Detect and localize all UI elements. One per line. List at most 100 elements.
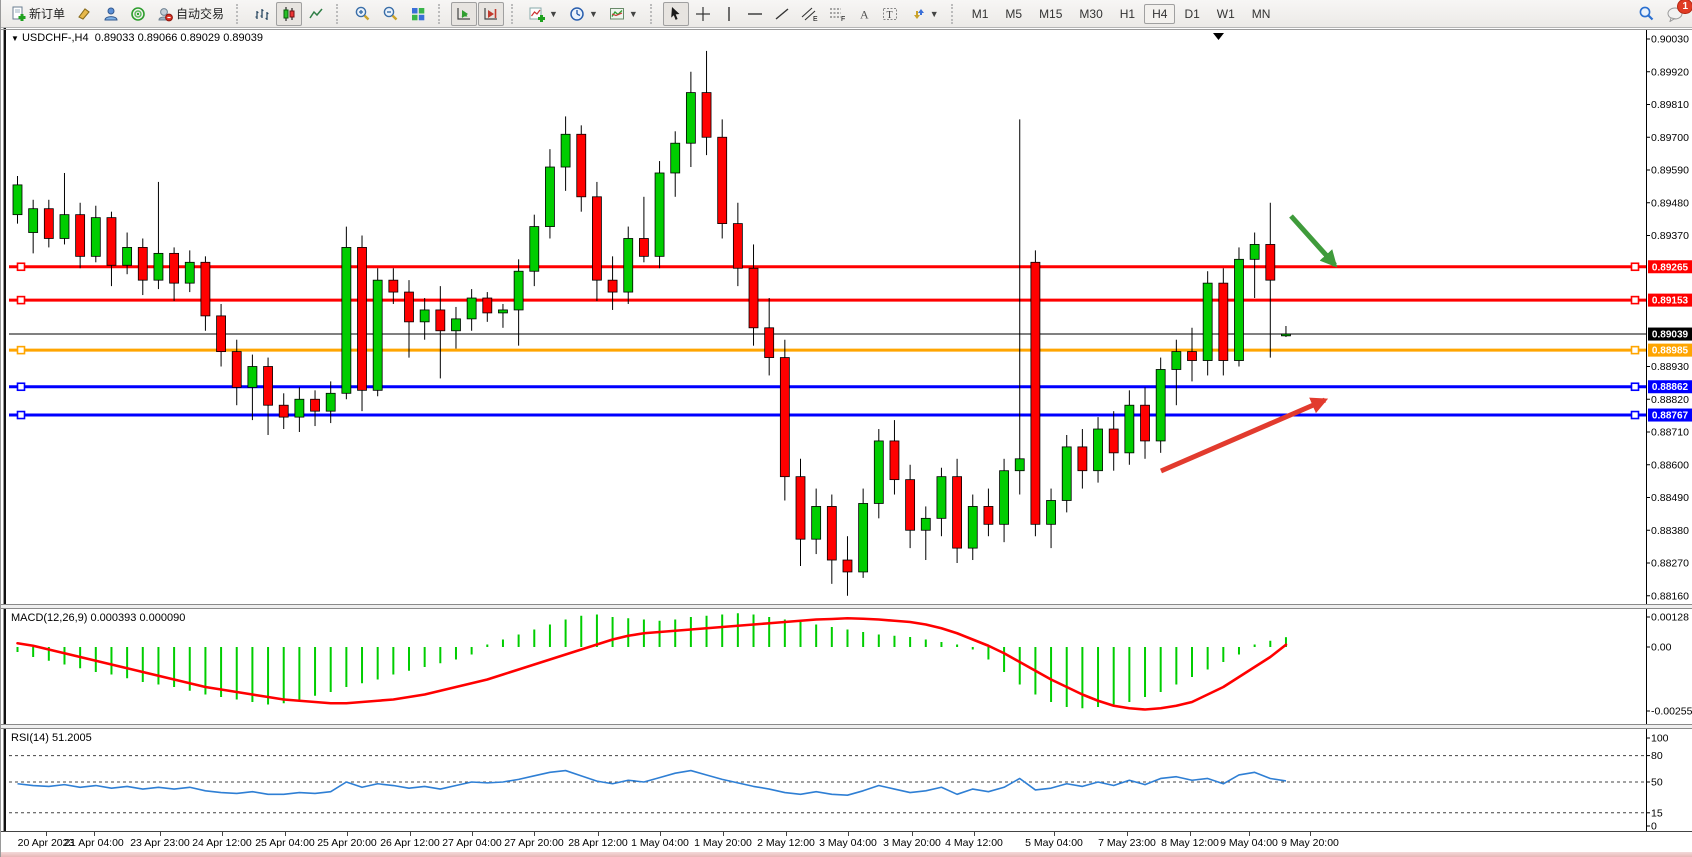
candle xyxy=(795,476,806,540)
search-button[interactable] xyxy=(1633,2,1660,26)
candle xyxy=(779,357,790,478)
candle xyxy=(889,440,900,481)
timeframe-button-mn[interactable]: MN xyxy=(1244,4,1279,24)
candle xyxy=(357,247,367,391)
timeframe-button-h4[interactable]: H4 xyxy=(1144,3,1176,24)
search-icon xyxy=(1639,6,1654,21)
candle xyxy=(1030,261,1041,525)
candle xyxy=(1140,404,1150,442)
styler-button[interactable] xyxy=(71,2,97,26)
candle xyxy=(1187,351,1197,361)
chart-shift-marker[interactable] xyxy=(1213,33,1224,40)
svg-text:F: F xyxy=(841,16,845,22)
chart-shift-button[interactable] xyxy=(478,1,505,26)
timeframe-button-m1[interactable]: M1 xyxy=(964,4,997,24)
candlestick-button[interactable] xyxy=(276,1,303,26)
candle xyxy=(451,318,461,332)
macd-panel[interactable]: 0.00128 0.00 -0.002559 xyxy=(1,609,1692,724)
macd-label: MACD(12,26,9) 0.000393 0.000090 xyxy=(11,612,185,624)
new-order-icon xyxy=(12,6,26,21)
tile-windows-button[interactable] xyxy=(405,2,431,26)
crosshair-button[interactable] xyxy=(690,2,716,26)
timeframe-button-d1[interactable]: D1 xyxy=(1176,4,1207,24)
time-axis[interactable]: 20 Apr 2023 21 Apr 04:00 23 Apr 23:00 24 Ap… xyxy=(1,831,1692,853)
time-tick xyxy=(472,832,473,836)
panel-splitter[interactable] xyxy=(1,604,1692,609)
timeframe-button-m5[interactable]: M5 xyxy=(997,4,1030,24)
fibonacci-button[interactable]: F xyxy=(824,2,851,26)
new-order-button[interactable]: 新订单 xyxy=(5,2,70,26)
time-label: 27 Apr 20:00 xyxy=(504,837,564,849)
rsi-panel[interactable]: 100 80 50 15 0 xyxy=(1,729,1692,831)
macd-axis-label: -0.002559 xyxy=(1651,706,1692,718)
price-tick-label: 0.88270 xyxy=(1651,558,1689,570)
periods-button[interactable]: ▼ xyxy=(564,2,603,26)
price-chart[interactable]: 0.90030 0.89920 0.89810 0.89700 0.89590 0.894… xyxy=(1,28,1692,604)
panel-splitter[interactable] xyxy=(1,724,1692,729)
red-arrow-annotation[interactable] xyxy=(1160,397,1329,474)
candle xyxy=(278,404,289,418)
time-label: 5 May 04:00 xyxy=(1025,837,1083,849)
price-tick-label: 0.88490 xyxy=(1651,492,1689,504)
candle xyxy=(294,398,305,418)
chart-low: 0.89029 xyxy=(180,32,221,44)
bar-chart-button[interactable] xyxy=(249,2,275,26)
candle xyxy=(75,214,86,257)
text-button[interactable]: A xyxy=(852,2,876,26)
toolbar-grip xyxy=(336,3,344,24)
candle xyxy=(592,196,602,281)
time-label: 4 May 12:00 xyxy=(945,837,1003,849)
timeframe-button-w1[interactable]: W1 xyxy=(1209,4,1243,24)
price-tick-label: 0.89810 xyxy=(1651,99,1689,111)
channel-icon: E xyxy=(801,7,818,22)
candle xyxy=(372,279,383,391)
profile-button[interactable] xyxy=(98,2,124,26)
arrows-button[interactable]: ▼ xyxy=(905,2,944,26)
arrows-icon xyxy=(913,8,924,19)
time-tick xyxy=(46,832,47,836)
zoom-in-icon xyxy=(355,6,370,21)
periods-icon xyxy=(570,6,584,21)
horizontal-line-button[interactable] xyxy=(742,2,768,26)
time-label: 20 Apr 2023 xyxy=(17,837,75,849)
candle xyxy=(43,208,54,239)
signals-button[interactable] xyxy=(125,2,151,26)
candle xyxy=(122,247,133,266)
chevron-down-icon: ▼ xyxy=(929,8,939,19)
candle xyxy=(1234,258,1244,361)
time-tick xyxy=(1190,832,1191,836)
candle xyxy=(59,214,70,239)
time-label: 24 Apr 12:00 xyxy=(192,837,252,849)
time-tick xyxy=(347,832,348,836)
candle xyxy=(1077,446,1088,472)
notifications-button[interactable]: 1 xyxy=(1661,0,1692,26)
auto-trading-button[interactable]: 自动交易 xyxy=(152,2,229,26)
rsi-axis-label: 80 xyxy=(1651,750,1663,762)
trendline-button[interactable] xyxy=(769,2,795,26)
profile-icon xyxy=(104,7,118,20)
price-tick-label: 0.88380 xyxy=(1651,525,1689,537)
text-label-button[interactable]: T xyxy=(877,2,904,26)
time-tick xyxy=(160,832,161,836)
trendline-icon xyxy=(775,7,789,20)
zoom-out-button[interactable] xyxy=(377,2,404,26)
indicators-button[interactable]: ▼ xyxy=(524,2,563,26)
time-label: 23 Apr 23:00 xyxy=(130,837,190,849)
auto-scroll-button[interactable] xyxy=(451,1,478,26)
main-toolbar: 新订单 自动交易 ▼ ▼ xyxy=(1,0,1692,28)
cursor-button[interactable] xyxy=(662,1,689,26)
vertical-line-button[interactable] xyxy=(717,2,741,26)
channel-button[interactable]: E xyxy=(796,2,823,26)
line-chart-button[interactable] xyxy=(303,2,329,26)
zoom-in-button[interactable] xyxy=(349,2,376,26)
timeframe-button-h1[interactable]: H1 xyxy=(1112,4,1143,24)
time-tick xyxy=(848,832,849,836)
candle xyxy=(545,166,555,227)
time-tick xyxy=(660,832,661,836)
green-arrow-annotation[interactable] xyxy=(1289,214,1338,268)
timeframe-button-m15[interactable]: M15 xyxy=(1031,4,1070,24)
candle xyxy=(184,261,195,284)
toolbar-grip xyxy=(950,3,959,24)
timeframe-button-m30[interactable]: M30 xyxy=(1071,4,1110,24)
templates-button[interactable]: ▼ xyxy=(604,2,643,26)
